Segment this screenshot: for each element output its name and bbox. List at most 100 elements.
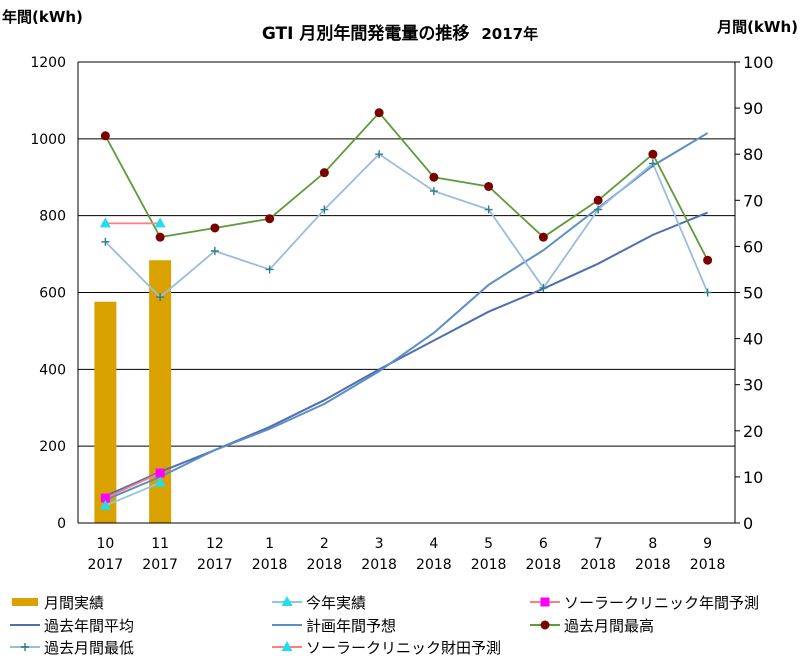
x-tick-month: 8 — [648, 536, 657, 552]
series-line-6 — [99, 476, 166, 510]
legend-item: 過去月間最低 — [10, 639, 134, 657]
data-point-circle — [319, 168, 329, 178]
x-tick-year: 2018 — [526, 557, 562, 573]
bar-11 — [149, 260, 172, 523]
y-tick-left: 400 — [39, 362, 66, 378]
y-tick-left: 1200 — [30, 55, 66, 71]
x-tick-month: 10 — [96, 536, 114, 552]
x-tick-year: 2018 — [361, 557, 397, 573]
data-point-triangle — [99, 499, 111, 510]
x-tick-year: 2018 — [690, 557, 726, 573]
x-tick-month: 6 — [539, 536, 548, 552]
data-point-triangle — [154, 476, 166, 487]
y-tick-right: 30 — [743, 376, 763, 395]
x-tick-month: 4 — [429, 536, 438, 552]
data-point-square — [540, 597, 550, 607]
legend-label: ソーラークリニック財田予測 — [306, 639, 501, 657]
legend-item: 月間実績 — [12, 594, 104, 612]
x-tick-month: 2 — [320, 536, 329, 552]
legend-label: 計画年間予想 — [306, 617, 396, 635]
y-tick-left: 1000 — [30, 132, 66, 148]
chart-title: GTI 月別年間発電量の推移 — [262, 23, 470, 44]
y-tick-right: 90 — [743, 99, 763, 118]
data-point-circle — [374, 108, 384, 118]
data-point-plus — [429, 187, 438, 196]
x-tick-month: 1 — [265, 536, 274, 552]
y-tick-left: 200 — [39, 439, 66, 455]
legend-label: 過去年間平均 — [44, 617, 134, 635]
y-tick-left: 600 — [39, 286, 66, 302]
x-tick-year: 2018 — [416, 557, 452, 573]
data-point-circle — [648, 149, 658, 159]
data-point-triangle — [99, 217, 111, 228]
data-point-plus — [101, 237, 110, 246]
svg-text:GTI 月別年間発電量の推移 2017年: GTI 月別年間発電量の推移 2017年 — [262, 23, 538, 44]
x-tick-year: 2018 — [580, 557, 616, 573]
data-point-triangle — [281, 596, 293, 606]
x-tick-year: 2017 — [142, 557, 178, 573]
data-point-square — [155, 468, 165, 478]
x-tick-year: 2018 — [635, 557, 671, 573]
legend-label: 月間実績 — [44, 594, 104, 612]
series-path — [105, 472, 161, 499]
legend-item: 今年実績 — [272, 594, 366, 612]
x-tick-year: 2017 — [88, 557, 124, 573]
y-tick-right: 70 — [743, 191, 763, 210]
legend-label: ソーラークリニック年間予測 — [564, 594, 759, 612]
y-tick-right: 10 — [743, 468, 763, 487]
left-axis-label: 年間(kWh) — [2, 8, 83, 26]
x-tick-year: 2018 — [471, 557, 507, 573]
x-tick-year: 2018 — [307, 557, 343, 573]
series-line-5 — [100, 468, 165, 503]
y-tick-right: 0 — [743, 514, 753, 533]
series-path — [105, 481, 161, 507]
series-path — [104, 153, 709, 299]
data-point-circle — [100, 131, 110, 141]
series-line-2 — [101, 150, 712, 302]
x-tick-month: 11 — [151, 536, 169, 552]
right-axis-label: 月間(kWh) — [716, 18, 798, 36]
x-tick-month: 5 — [484, 536, 493, 552]
data-point-plus — [320, 205, 329, 214]
x-tick-month: 3 — [375, 536, 384, 552]
legend-item: ソーラークリニック財田予測 — [272, 639, 501, 657]
data-point-square — [100, 493, 110, 503]
legend-item: 過去年間平均 — [10, 617, 134, 635]
x-tick-month: 9 — [703, 536, 712, 552]
series-line-4 — [99, 217, 166, 228]
data-point-plus — [265, 265, 274, 274]
y-tick-right: 80 — [743, 145, 763, 164]
data-point-plus — [210, 247, 219, 256]
data-point-plus — [703, 288, 712, 297]
data-point-plus — [539, 283, 548, 292]
data-point-circle — [265, 214, 275, 224]
x-tick-month: 12 — [206, 536, 224, 552]
y-tick-right: 50 — [743, 284, 763, 303]
y-tick-left: 800 — [39, 209, 66, 225]
data-point-plus — [594, 205, 603, 214]
x-tick-year: 2017 — [197, 557, 233, 573]
y-tick-left: 0 — [57, 516, 66, 532]
legend-label: 過去月間最高 — [564, 617, 654, 635]
data-point-circle — [703, 255, 713, 265]
series-path — [104, 211, 709, 498]
chart-subtitle: 2017年 — [481, 25, 538, 43]
series-line-0 — [104, 211, 709, 498]
bar-10 — [94, 301, 117, 523]
data-point-circle — [538, 232, 548, 242]
x-tick-year: 2018 — [252, 557, 288, 573]
data-point-circle — [484, 181, 494, 191]
data-point-triangle — [154, 217, 166, 228]
data-point-plus — [648, 159, 657, 168]
data-point-circle — [210, 223, 220, 233]
data-point-plus — [375, 150, 384, 159]
data-point-triangle — [281, 641, 293, 651]
series-line-1 — [104, 132, 709, 501]
series-path — [104, 111, 709, 261]
data-point-circle — [429, 172, 439, 182]
legend-item: 計画年間予想 — [272, 617, 396, 635]
legend-label: 今年実績 — [306, 594, 366, 612]
y-tick-right: 100 — [743, 53, 774, 72]
legend-swatch-bar — [12, 598, 38, 606]
